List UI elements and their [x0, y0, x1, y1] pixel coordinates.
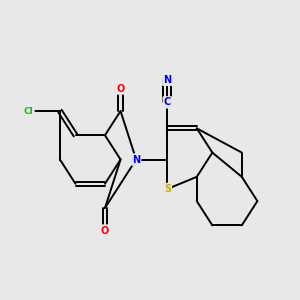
Text: N: N — [163, 75, 171, 85]
Text: Cl: Cl — [24, 106, 34, 116]
Text: O: O — [101, 226, 109, 236]
Text: S: S — [164, 184, 171, 194]
Text: C: C — [164, 98, 171, 107]
Text: N: N — [132, 154, 140, 164]
Text: O: O — [116, 83, 125, 94]
